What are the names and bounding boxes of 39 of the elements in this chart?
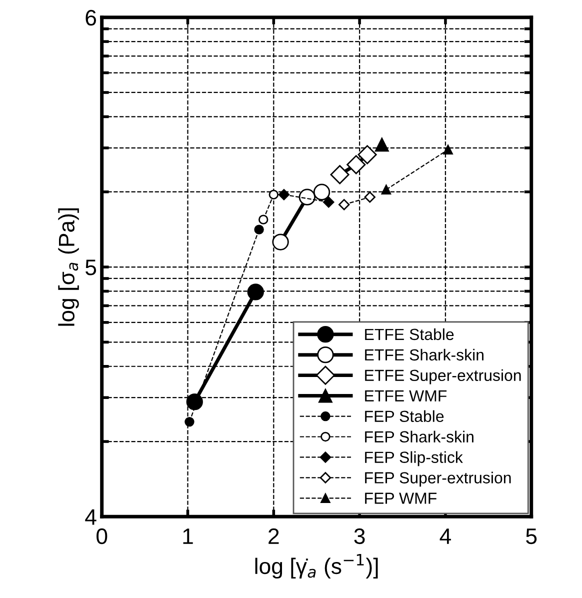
point xyxy=(272,234,289,250)
x-tick-label: 2 xyxy=(268,528,279,544)
legend-label: FEP WMF xyxy=(365,492,437,504)
point xyxy=(338,198,350,210)
y-tick-label: 5 xyxy=(86,260,96,276)
point xyxy=(346,155,366,174)
x-tick-label: 1 xyxy=(183,528,193,544)
point xyxy=(443,144,453,155)
legend-label: ETFE Shark-skin xyxy=(365,348,484,361)
point xyxy=(247,284,264,300)
x-axis-title: log [γ̇$_{a}$ (s$^{−1}$)] xyxy=(255,554,378,579)
point xyxy=(268,190,279,200)
x-tick-label: 4 xyxy=(440,528,451,544)
point xyxy=(323,196,334,208)
legend-label: ETFE Stable xyxy=(365,328,454,340)
point xyxy=(278,189,290,200)
point xyxy=(374,138,389,152)
y-tick-label: 6 xyxy=(86,10,96,26)
point xyxy=(364,191,376,203)
point xyxy=(358,145,377,164)
x-tick-label: 3 xyxy=(354,528,365,544)
point xyxy=(258,214,268,224)
legend-label: FEP Super-extrusion xyxy=(365,472,511,487)
point xyxy=(330,165,350,184)
point xyxy=(184,416,194,427)
legend-label: FEP Slip-stick xyxy=(365,451,463,466)
legend-label: FEP Stable xyxy=(365,410,444,422)
legend-label: ETFE Super-extrusion xyxy=(365,369,521,384)
point xyxy=(254,224,264,234)
y-axis-title: log [σ$_{a}$ (Pa)] xyxy=(58,208,79,326)
point xyxy=(381,184,392,194)
x-tick-label: 0 xyxy=(96,528,108,544)
legend-label: ETFE WMF xyxy=(365,390,447,402)
point xyxy=(186,393,203,410)
y-tick-label: 4 xyxy=(85,509,96,525)
point xyxy=(313,184,330,200)
point xyxy=(298,188,316,206)
legend-label: FEP Shark-skin xyxy=(365,430,474,442)
x-tick-label: 5 xyxy=(526,528,537,544)
